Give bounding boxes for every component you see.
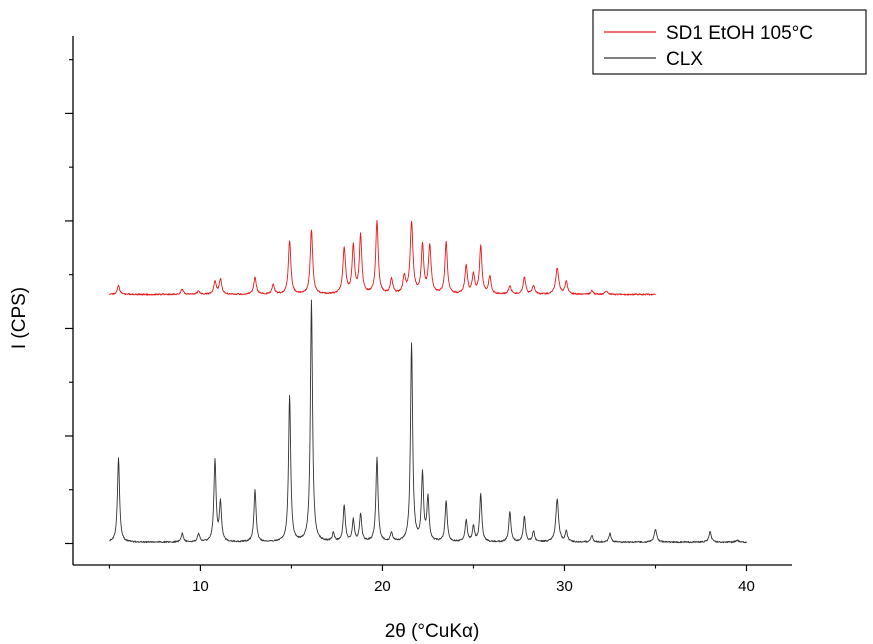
legend-box <box>592 9 867 75</box>
legend-label: CLX <box>666 49 703 70</box>
x-axis-title: 2θ (°CuKα) <box>385 621 480 642</box>
legend-label: SD1 EtOH 105°C <box>666 23 813 44</box>
series-layer <box>109 220 747 544</box>
legend: SD1 EtOH 105°C CLX <box>592 9 867 75</box>
series-line-sd1 <box>109 220 656 296</box>
y-axis-title: I (CPS) <box>9 287 30 349</box>
x-tick-label: 20 <box>374 578 391 595</box>
x-tick-label: 30 <box>556 578 573 595</box>
x-tick-label: 40 <box>738 578 755 595</box>
x-tick-label: 10 <box>192 578 209 595</box>
axes: 10 20 30 40 <box>65 36 792 595</box>
series-line-clx <box>109 299 747 544</box>
